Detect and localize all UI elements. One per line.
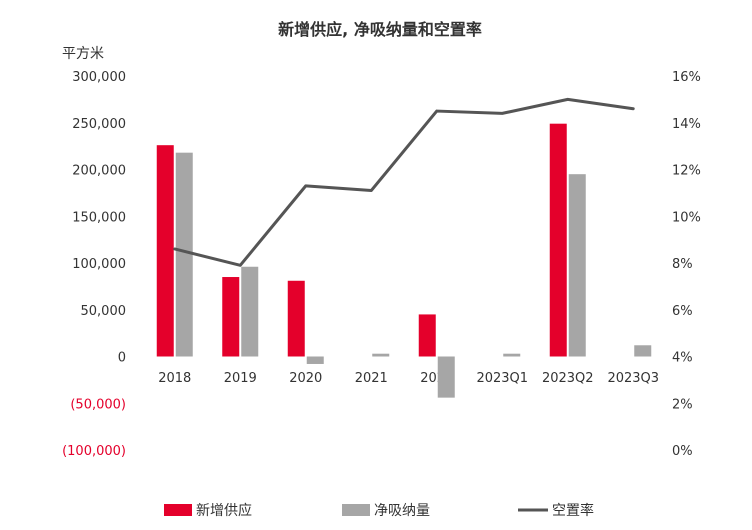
bar-new-supply (418, 314, 436, 357)
legend-label: 净吸纳量 (374, 503, 430, 519)
y-left-tick-label: 200,000 (72, 164, 126, 179)
plot-area: 300,000 250,000 200,000 150,000 100,000 50,00… (62, 70, 701, 459)
y-right-tick-label: 12% (672, 164, 701, 179)
y-right-tick-label: 8% (672, 257, 693, 272)
bar-net-absorption (568, 174, 586, 357)
legend-label: 新增供应 (196, 502, 252, 519)
bar-net-absorption (634, 345, 652, 357)
y-left-axis-label: 平方米 (62, 46, 104, 62)
y-right-tick-label: 2% (672, 397, 693, 412)
y-right-tick-label: 6% (672, 304, 693, 319)
x-tick-label: 2023Q2 (542, 371, 594, 386)
legend-swatch (342, 504, 370, 516)
y-left-tick-label: 0 (118, 351, 126, 366)
x-tick-label: 2018 (158, 371, 191, 386)
bar-net-absorption (503, 353, 521, 357)
legend: 新增供应 净吸纳量 空置率 (164, 502, 594, 519)
bar-new-supply (549, 123, 567, 357)
x-tick-label: 2023Q1 (476, 371, 528, 386)
y-left-tick-label: 50,000 (81, 304, 127, 319)
x-tick-label: 2019 (224, 371, 257, 386)
legend-swatch (164, 504, 192, 516)
y-left-tick-label: (100,000) (62, 444, 126, 459)
y-left-tick-label: (50,000) (70, 397, 126, 412)
bar-new-supply (156, 145, 174, 357)
y-right-tick-label: 10% (672, 210, 701, 225)
bar-net-absorption (437, 356, 455, 398)
bar-net-absorption (372, 353, 390, 357)
y-right-tick-label: 14% (672, 117, 701, 132)
y-left-tick-label: 150,000 (72, 210, 126, 225)
bar-net-absorption (175, 152, 193, 357)
y-right-tick-label: 16% (672, 70, 701, 85)
x-tick-label: 2020 (289, 371, 322, 386)
bar-new-supply (222, 277, 240, 357)
y-right-tick-label: 0% (672, 444, 693, 459)
y-left-tick-label: 100,000 (72, 257, 126, 272)
bar-net-absorption (306, 356, 324, 364)
x-tick-label: 2021 (355, 371, 388, 386)
chart-title: 新增供应, 净吸纳量和空置率 (278, 20, 482, 39)
x-tick-label: 2023Q3 (607, 371, 659, 386)
legend-label: 空置率 (552, 502, 594, 519)
bar-net-absorption (241, 266, 259, 357)
y-left-tick-label: 250,000 (72, 117, 126, 132)
line-vacancy-rate (173, 97, 635, 267)
bar-new-supply (287, 280, 305, 357)
y-left-tick-label: 300,000 (72, 70, 126, 85)
y-right-tick-label: 4% (672, 351, 693, 366)
